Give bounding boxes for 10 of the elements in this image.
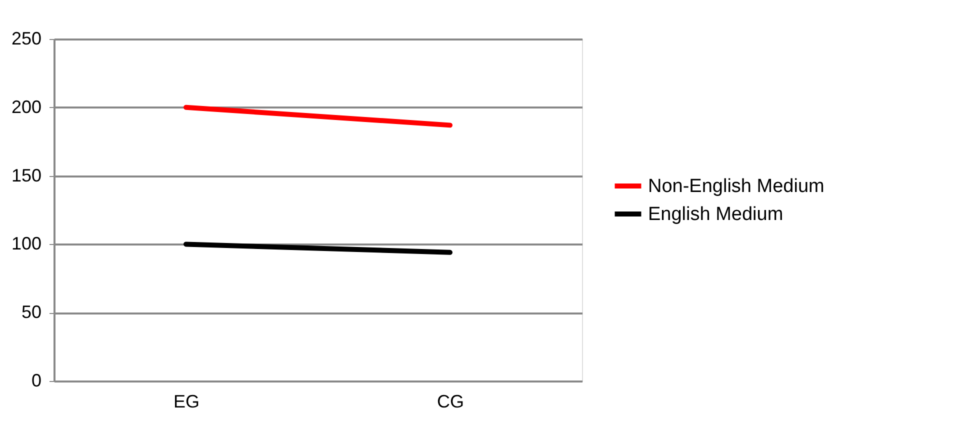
y-tick-label: 100 bbox=[11, 234, 42, 254]
x-tick-label: EG bbox=[173, 392, 200, 412]
legend-label: Non-English Medium bbox=[648, 176, 824, 197]
x-tick-label: CG bbox=[437, 392, 464, 412]
legend-label: English Medium bbox=[648, 204, 784, 225]
y-tick-label: 50 bbox=[21, 302, 42, 322]
y-tick-label: 250 bbox=[11, 28, 42, 48]
y-tick-label: 200 bbox=[11, 96, 42, 117]
y-tick-label: 0 bbox=[31, 370, 42, 390]
y-tick-label: 150 bbox=[11, 165, 42, 186]
